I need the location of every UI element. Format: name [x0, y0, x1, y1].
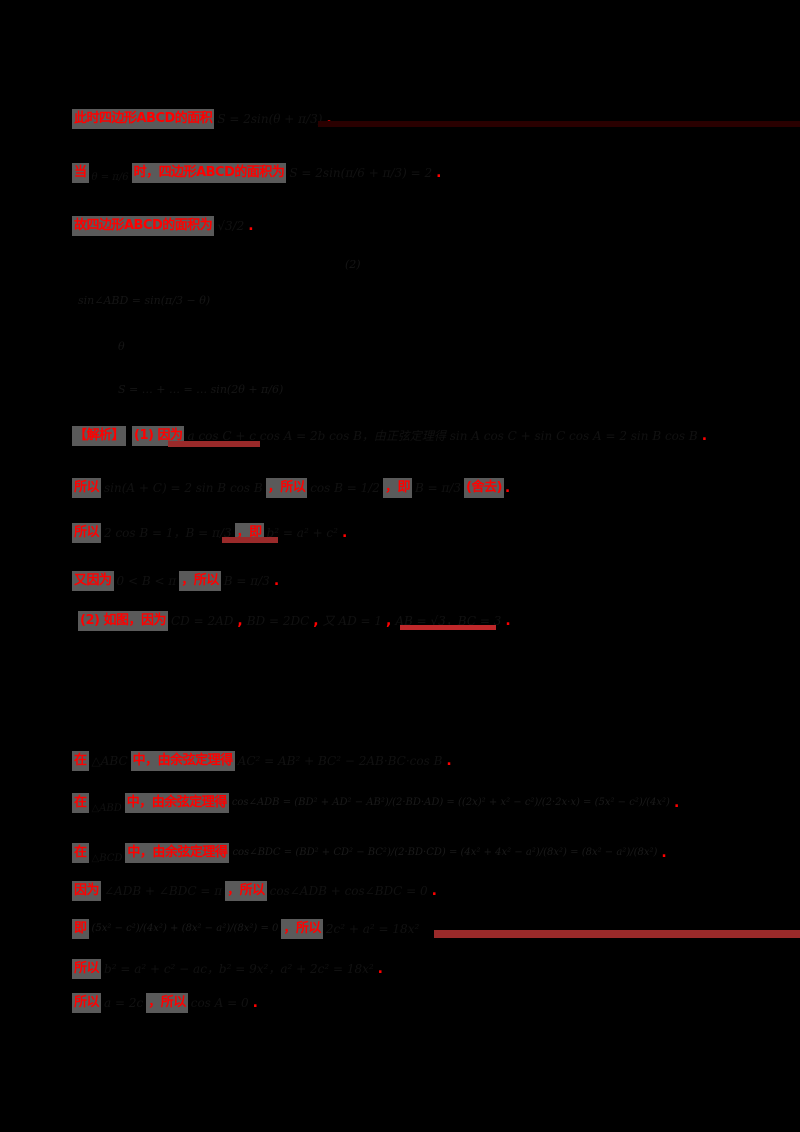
highlight-text: ，所以: [179, 571, 221, 591]
math-expression: BD = 2DC: [246, 614, 310, 628]
comma: ,: [386, 613, 392, 629]
solution-line-3: 故四边形ABCD的面积为 √3/2 .: [72, 215, 255, 237]
math-expression: cos∠ADB + cos∠BDC = 0: [269, 884, 428, 898]
highlight-text: 所以: [72, 993, 102, 1013]
math-expression: a cos C + c cos A = 2b cos B，由正弦定理得 sin …: [187, 429, 698, 443]
math-expression: 又 AD = 1: [322, 614, 383, 628]
underline-bar: [400, 625, 496, 630]
punctuation: .: [341, 525, 348, 541]
highlight-text: 中，由余弦定理得: [125, 843, 230, 863]
punctuation: .: [661, 845, 667, 861]
highlight-text: ，所以: [225, 881, 267, 901]
punctuation: .: [505, 613, 511, 629]
solution-line-1: 此时四边形ABCD的面积 S = 2sin(θ + π/3) .: [72, 108, 333, 130]
math-expression: cos A = 0: [190, 996, 249, 1010]
math-subscript: θ = π/6: [91, 172, 129, 183]
punctuation: .: [248, 218, 254, 234]
solution-line-11: 因为 ∠ADB + ∠BDC = π ，所以 cos∠ADB + cos∠BDC…: [72, 880, 438, 902]
highlight-text: 所以: [72, 478, 102, 498]
highlight-text: 此时四边形ABCD的面积: [72, 109, 215, 129]
math-expression: sin(A + C) = 2 sin B cos B: [104, 481, 263, 495]
solution-line-4: 所以 sin(A + C) = 2 sin B cos B ，所以 cos B …: [72, 477, 511, 499]
math-fragment: θ: [118, 340, 125, 353]
punctuation: .: [436, 165, 442, 181]
math-subscript: △ABC: [91, 754, 128, 768]
math-fragment: S = … + … = … sin(2θ + π/6): [118, 383, 284, 396]
highlight-text: 即: [72, 919, 89, 939]
solution-line-8: 在 △ABC 中，由余弦定理得 AC² = AB² + BC² − 2AB·BC…: [72, 750, 453, 772]
math-expression: b² = a² + c²: [266, 526, 338, 540]
highlight-text: ，所以: [265, 478, 308, 498]
punctuation: .: [673, 795, 680, 811]
highlight-text: 因为: [72, 881, 102, 901]
comma: ,: [237, 613, 243, 629]
solution-line-13: 所以 b² = a² + c² − ac，b² = 9x²，a² + 2c² =…: [72, 958, 384, 980]
math-expression: CD = 2AD: [170, 614, 234, 628]
solution-line-12: 即 (5x² − c²)/(4x²) + (8x² − a²)/(8x²) = …: [72, 918, 422, 940]
highlight-text: ，所以: [146, 993, 188, 1013]
highlight-text: (2) 如图，因为: [78, 611, 168, 631]
highlight-text: 在: [72, 793, 89, 813]
solution-line-9: 在 △ABD 中，由余弦定理得 cos∠ADB = (BD² + AD² − A…: [72, 792, 680, 814]
underline-bar: [318, 121, 800, 127]
highlight-text: 又因为: [72, 571, 114, 591]
math-expression: b² = a² + c² − ac，b² = 9x²，a² + 2c² = 18…: [104, 962, 374, 976]
math-expression: cos∠BDC = (BD² + CD² − BC²)/(2·BD·CD) = …: [232, 847, 658, 858]
underline-bar: [434, 930, 800, 938]
math-fragment: sin∠ABD = sin(π/3 − θ): [78, 294, 211, 307]
math-expression: AB = √3，BC = 3: [395, 614, 502, 628]
solution-line-7: (2) 如图，因为 CD = 2AD , BD = 2DC , 又 AD = 1…: [78, 610, 512, 632]
punctuation: .: [701, 428, 708, 444]
solution-line-5: 所以 2 cos B = 1，B = π/3 ，即 b² = a² + c² .: [72, 522, 348, 544]
highlight-text: 中，由余弦定理得: [130, 751, 235, 771]
solution-line-10: 在 △BCD 中，由余弦定理得 cos∠BDC = (BD² + CD² − B…: [72, 842, 668, 864]
punctuation: .: [252, 995, 258, 1011]
solution-line-6: 又因为 0 < B < π ，所以 B = π/3 .: [72, 570, 280, 592]
math-fragment: (2): [345, 258, 361, 271]
analysis-label: 【解析】: [72, 426, 127, 446]
punctuation: .: [431, 883, 437, 899]
math-expression: 0 < B < π: [116, 574, 177, 588]
math-expression: ∠ADB + ∠BDC = π: [104, 884, 223, 898]
highlight-text: 时，四边形ABCD的面积为: [131, 163, 287, 183]
highlight-text: 当: [72, 163, 89, 183]
punctuation: .: [326, 111, 332, 127]
highlight-text: ，即: [382, 478, 412, 498]
punctuation: .: [377, 961, 383, 977]
math-expression: (5x² − c²)/(4x²) + (8x² − a²)/(8x²) = 0: [91, 923, 279, 934]
solution-line-14: 所以 a = 2c ，所以 cos A = 0 .: [72, 992, 259, 1014]
math-expression: 2 cos B = 1，B = π/3: [104, 526, 232, 540]
math-expression: cos B = 1/2: [310, 481, 380, 495]
math-expression: S = 2sin(θ + π/3): [217, 112, 323, 126]
highlight-text: 在: [72, 843, 89, 863]
underline-bar: [168, 441, 260, 447]
highlight-text: (舍去): [464, 478, 504, 498]
punctuation: .: [273, 573, 280, 589]
math-expression: 2c² + a² = 18x²: [325, 922, 420, 936]
highlight-text: 中，由余弦定理得: [124, 793, 229, 813]
math-subscript: △BCD: [91, 853, 123, 864]
punctuation: .: [504, 480, 511, 496]
math-expression: √3/2: [217, 219, 245, 233]
comma: ,: [313, 613, 319, 629]
solution-line-2: 当 θ = π/6 时，四边形ABCD的面积为 S = 2sin(π/6 + π…: [72, 162, 442, 184]
highlight-text: ，所以: [281, 919, 323, 939]
punctuation: .: [446, 753, 452, 769]
math-expression: S = 2sin(π/6 + π/3) = 2: [289, 166, 433, 180]
highlight-text: 所以: [72, 959, 102, 979]
math-expression: B = π/3: [414, 481, 462, 495]
math-expression: AC² = AB² + BC² − 2AB·BC·cos B: [237, 754, 443, 768]
math-expression: a = 2c: [104, 996, 144, 1010]
math-subscript: △ABD: [91, 803, 122, 814]
highlight-text: 故四边形ABCD的面积为: [72, 216, 215, 236]
underline-bar: [222, 537, 278, 543]
math-expression: B = π/3: [223, 574, 270, 588]
math-expression: cos∠ADB = (BD² + AD² − AB²)/(2·BD·AD) = …: [231, 797, 670, 808]
highlight-text: 所以: [72, 523, 102, 543]
highlight-text: 在: [72, 751, 89, 771]
